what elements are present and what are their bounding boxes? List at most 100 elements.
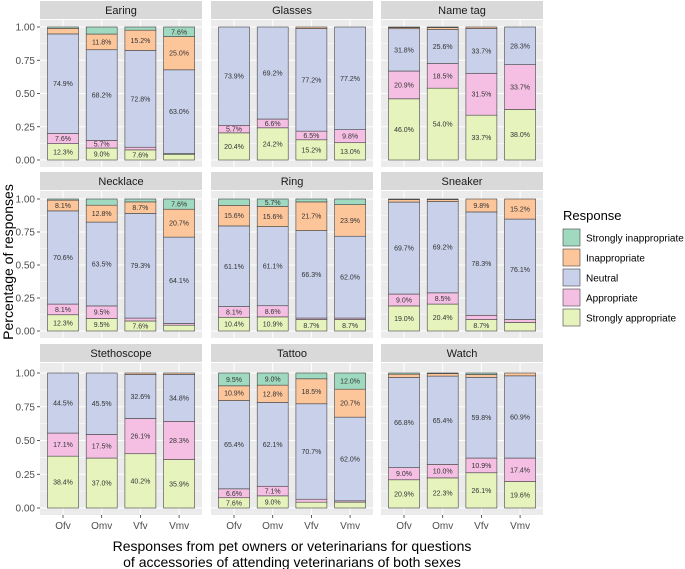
data-label: 62.0% [340,275,360,282]
data-label: 26.1% [130,434,150,441]
data-label: 23.9% [340,218,360,225]
bar-segment-strongly-inappropriate [295,198,328,203]
bar-segment-strongly-inappropriate [256,372,289,386]
bar-Vfv: 15.2% 6.5% 77.2% [295,26,328,161]
bar-segment-inappropriate [388,373,420,378]
bar-segment-neutral [218,225,250,307]
data-label: 12.3% [53,149,73,156]
bar-segment-appropriate [388,70,420,100]
facet-necklace: Necklace 12.3% 8.1% 70.6% 8.1% 9.5% 9.5% 63.5% 1… [16,172,202,338]
bar-segment-neutral [163,374,195,422]
facet-sneaker: Sneaker 19.0% 9.0% 69.7% 20.4% 8.5% 69.2% 8.7% 7… [381,172,543,338]
bar-Vmv: 19.6% 17.4% 60.9% [504,372,536,509]
data-label: 69.2% [433,245,453,252]
bar-segment-strongly-appropriate [465,472,498,509]
bar-segment-neutral [388,201,420,295]
bar-segment-strongly-appropriate [426,303,459,332]
facet-glasses: Glasses 20.4% 5.7% 73.9% 24.2% 6.6% 69.2% 15.2%… [211,1,373,167]
facet-title: Watch [447,348,478,360]
bar-segment-neutral [295,403,328,500]
y-tick-label: 0.50 [16,261,36,272]
data-label: 69.7% [394,246,414,253]
data-label: 62.0% [340,456,360,463]
bar-segment-neutral [163,236,195,324]
x-tick-label: Omv [91,521,112,532]
bar-segment-neutral [124,213,157,319]
bar-segment-neutral [124,50,157,148]
legend-swatch [562,268,581,287]
data-label: 17.5% [92,444,112,451]
data-label: 20.9% [394,491,414,498]
bar-segment-strongly-inappropriate [334,198,366,205]
bar-segment-strongly-appropriate [85,457,118,509]
data-label: 20.4% [224,144,244,151]
bar-segment-inappropriate [47,28,79,35]
bar-segment-neutral [47,210,79,305]
bar-segment-inappropriate [465,374,498,378]
x-tick-label: Vfv [304,521,318,532]
data-label: 22.3% [433,490,453,497]
x-tick-label: Ofv [226,521,242,532]
data-label: 8.5% [435,296,451,303]
bar-segment-strongly-inappropriate [388,198,420,200]
bar-Vmv: 64.1% 20.7% 7.6% [163,198,195,332]
bar-Ofv: 12.3% 8.1% 70.6% 8.1% [47,198,79,332]
facet-title: Name tag [438,5,486,17]
legend-label: Appropriate [586,294,638,305]
data-label: 69.2% [263,71,283,78]
bar-Vfv: 33.7% 31.5% 33.7% [465,26,498,161]
y-tick-label: 0.00 [16,156,36,167]
bar-segment-inappropriate [163,372,195,375]
data-label: 46.0% [394,127,414,134]
bar-segment-appropriate [504,319,536,323]
data-label: 9.8% [473,203,489,210]
bar-segment-appropriate [124,317,157,322]
bar-segment-strongly-inappropriate [47,26,79,29]
bar-segment-strongly-inappropriate [295,372,328,380]
legend: Response Strongly inappropriate Inappropri… [562,208,684,327]
bar-segment-strongly-inappropriate [124,26,157,31]
data-label: 10.9% [224,391,244,398]
bar-segment-neutral [465,28,498,74]
data-label: 61.1% [263,264,283,271]
facet-title: Sneaker [442,176,483,188]
x-tick-label: Ofv [55,521,71,532]
bar-segment-inappropriate [504,198,536,220]
data-label: 66.3% [301,272,321,279]
bar-segment-strongly-appropriate [163,324,195,332]
bar-Omv: 9.5% 9.5% 63.5% 12.8% [85,198,118,332]
facet-watch: Watch 20.9% 9.0% 66.8% 22.3% 10.0% 65.4% 26.1% 1… [381,344,543,532]
data-label: 9.5% [94,310,110,317]
x-tick-label: Vmv [510,521,530,532]
bar-Omv: 37.0% 17.5% 45.5% [85,372,118,509]
x-tick-label: Omv [262,521,283,532]
data-label: 76.1% [510,267,530,274]
bar-segment-strongly-appropriate [295,501,328,509]
data-label: 78.3% [471,261,491,268]
facet-title: Necklace [98,176,143,188]
facet-title: Ring [281,176,304,188]
data-label: 10.0% [433,469,453,476]
data-label: 15.2% [130,38,150,45]
bar-segment-neutral [85,49,118,141]
y-tick-label: 0.50 [16,89,36,100]
bar-segment-inappropriate [295,378,328,405]
legend-label: Inappropriate [586,254,645,265]
data-label: 15.6% [224,213,244,220]
data-label: 9.5% [94,322,110,329]
data-label: 20.7% [340,401,360,408]
data-label: 61.1% [224,264,244,271]
facet-strip [381,172,543,190]
bar-segment-strongly-appropriate [124,453,157,509]
data-label: 70.7% [301,449,321,456]
data-label: 5.7% [226,127,242,134]
y-tick-label: 0.00 [16,327,36,338]
legend-swatch [562,248,581,267]
bar-segment-inappropriate [295,26,328,29]
data-label: 8.7% [132,205,148,212]
data-label: 7.6% [132,323,148,330]
bar-segment-appropriate [465,72,498,116]
data-label: 6.6% [226,491,242,498]
data-label: 74.9% [53,81,73,88]
bar-segment-inappropriate [504,372,536,377]
